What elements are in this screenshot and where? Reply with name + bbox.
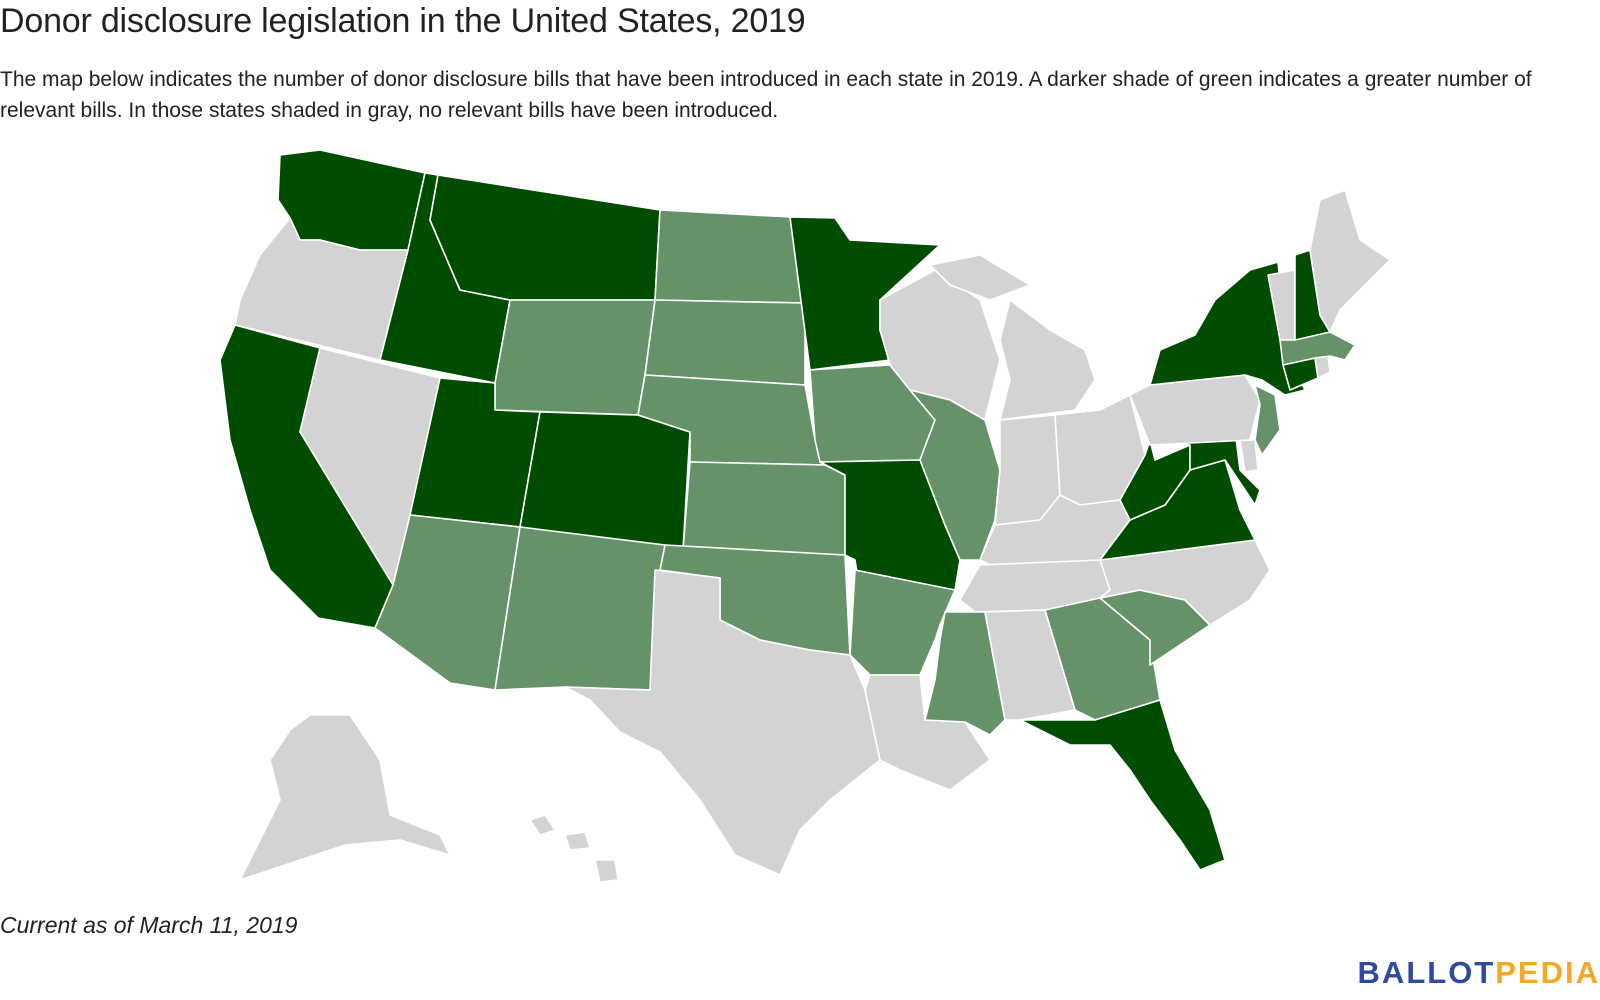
map-description: The map below indicates the number of do… [0, 68, 1532, 122]
page-title: Donor disclosure legislation in the Unit… [0, 2, 806, 40]
state-hi[interactable] [529, 814, 619, 883]
state-co[interactable] [519, 411, 691, 551]
state-ar[interactable] [849, 569, 956, 676]
state-md[interactable] [1149, 429, 1261, 506]
state-sd[interactable] [644, 299, 806, 386]
state-nm[interactable] [494, 526, 666, 691]
state-mt[interactable] [429, 174, 661, 301]
state-me[interactable] [1309, 189, 1391, 333]
state-la[interactable] [864, 674, 991, 791]
logo-text-ballot: BALLOT [1357, 955, 1496, 990]
state-wa[interactable] [277, 149, 426, 251]
state-fl[interactable] [1019, 699, 1226, 871]
state-mi[interactable] [929, 254, 1096, 421]
state-de[interactable] [1239, 439, 1259, 473]
update-date-note: Current as of March 11, 2019 [0, 912, 298, 938]
state-wy[interactable] [494, 299, 656, 416]
state-ri[interactable] [1314, 355, 1331, 379]
state-ma[interactable] [1279, 331, 1356, 366]
state-nc[interactable] [1099, 539, 1271, 626]
ballotpedia-logo: BALLOTPEDIA [1358, 955, 1600, 991]
state-nd[interactable] [654, 209, 806, 304]
state-ks[interactable] [682, 461, 846, 556]
state-ak[interactable] [239, 714, 451, 881]
state-tx[interactable] [564, 569, 881, 876]
state-nj[interactable] [1254, 384, 1281, 456]
logo-text-pedia: PEDIA [1495, 955, 1600, 990]
